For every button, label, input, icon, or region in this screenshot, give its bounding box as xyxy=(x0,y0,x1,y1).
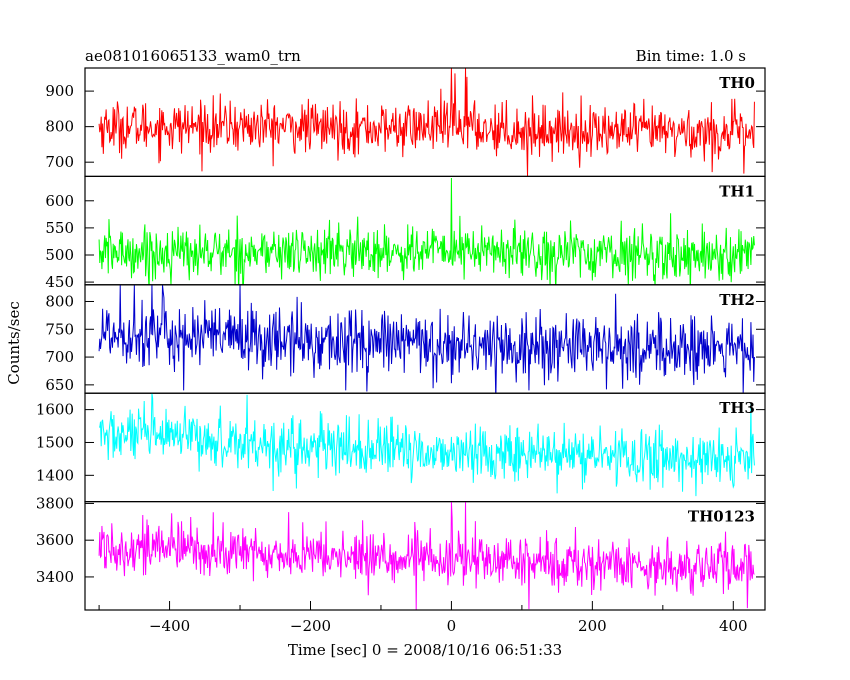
panel-th3: 1400 1500 1600 TH3 xyxy=(36,392,766,503)
y-tick-label: 600 xyxy=(45,192,74,210)
chart-title: ae081016065133_wam0_trn xyxy=(85,47,301,65)
y-tick-label: 800 xyxy=(45,118,74,136)
y-tick-label: 550 xyxy=(45,219,74,237)
x-tick-label: −200 xyxy=(290,617,331,635)
panel-th0: 700 800 900 TH0 xyxy=(45,67,766,178)
y-tick-label: 700 xyxy=(45,348,74,366)
y-tick-label: 450 xyxy=(45,273,74,291)
series-label-th0: TH0 xyxy=(719,74,755,92)
series-line-th0 xyxy=(98,68,755,177)
series-label-th2: TH2 xyxy=(719,291,755,309)
y-tick-label: 500 xyxy=(45,246,74,264)
x-tick-label: −400 xyxy=(149,617,190,635)
y-tick-label: 1400 xyxy=(36,466,74,484)
panels-group: 700 800 900 TH0 450 500 550 600 TH1 650 700 750 800 T… xyxy=(36,67,766,611)
x-tick-label: 0 xyxy=(447,617,457,635)
y-tick-label: 650 xyxy=(45,376,74,394)
y-tick-label: 1500 xyxy=(36,433,74,451)
y-tick-label: 800 xyxy=(45,292,74,310)
series-label-th1: TH1 xyxy=(719,182,755,200)
series-line-th1 xyxy=(98,178,755,285)
panel-frame xyxy=(84,501,766,611)
series-line-th0123 xyxy=(98,501,755,611)
series-label-th0123: TH0123 xyxy=(688,508,755,526)
y-tick-label: 700 xyxy=(45,153,74,171)
panel-th0123: 3400 3600 3800 TH0123 xyxy=(36,494,766,611)
y-tick-label: 1600 xyxy=(36,401,74,419)
y-tick-label: 3400 xyxy=(36,568,74,586)
series-line-th3 xyxy=(98,393,755,497)
series-label-th3: TH3 xyxy=(719,399,755,417)
x-tick-label: 400 xyxy=(719,617,748,635)
series-line-th2 xyxy=(98,284,755,394)
y-tick-label: 3600 xyxy=(36,531,74,549)
panel-th2: 650 700 750 800 TH2 xyxy=(45,284,766,394)
x-axis: −400 −200 0 200 400 xyxy=(98,601,748,635)
y-tick-label: 3800 xyxy=(36,494,74,512)
panel-th1: 450 500 550 600 TH1 xyxy=(45,175,766,291)
bin-time-label: Bin time: 1.0 s xyxy=(636,47,746,65)
y-axis-label: Counts/sec xyxy=(5,301,23,385)
x-tick-label: 200 xyxy=(578,617,607,635)
x-axis-label: Time [sec] 0 = 2008/10/16 06:51:33 xyxy=(288,641,562,659)
y-tick-label: 750 xyxy=(45,320,74,338)
y-tick-label: 900 xyxy=(45,82,74,100)
